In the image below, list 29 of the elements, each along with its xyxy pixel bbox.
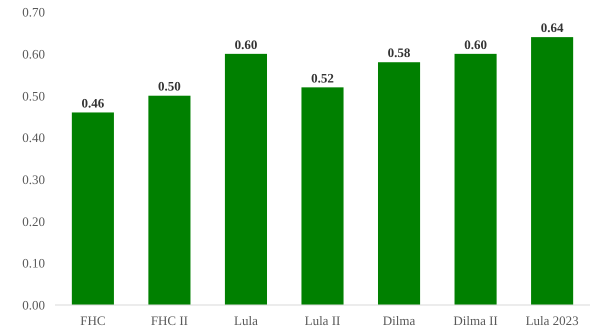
- bar: [148, 96, 190, 305]
- y-tick-label: 0.40: [22, 130, 45, 146]
- bar: [378, 62, 420, 305]
- data-label: 0.52: [311, 70, 334, 86]
- data-label: 0.58: [388, 45, 411, 60]
- y-tick-label: 0.60: [22, 46, 45, 62]
- y-tick-label: 0.30: [22, 172, 45, 187]
- y-tick-label: 0.20: [22, 214, 45, 229]
- x-tick-label: Lula: [234, 313, 258, 328]
- x-tick-label: FHC II: [150, 313, 188, 328]
- bar: [301, 87, 344, 305]
- data-label: 0.46: [82, 95, 105, 110]
- x-tick-label: Dilma: [382, 313, 416, 328]
- bar: [72, 112, 114, 305]
- y-tick-label: 0.70: [22, 4, 45, 20]
- data-label: 0.64: [540, 20, 564, 36]
- bar: [454, 54, 497, 305]
- bar: [224, 54, 268, 305]
- x-tick-label: Lula II: [304, 313, 340, 328]
- x-tick-label: FHC: [80, 313, 106, 328]
- x-tick-label: Dilma II: [453, 313, 498, 328]
- y-tick-label: 0.50: [22, 88, 45, 104]
- data-label: 0.60: [234, 36, 258, 52]
- y-tick-label: 0.00: [22, 298, 45, 313]
- bar: [531, 37, 574, 305]
- x-tick-label: Lula 2023: [526, 313, 579, 328]
- y-tick-label: 0.10: [22, 256, 45, 271]
- data-label: 0.50: [158, 78, 181, 94]
- data-label: 0.60: [464, 36, 487, 52]
